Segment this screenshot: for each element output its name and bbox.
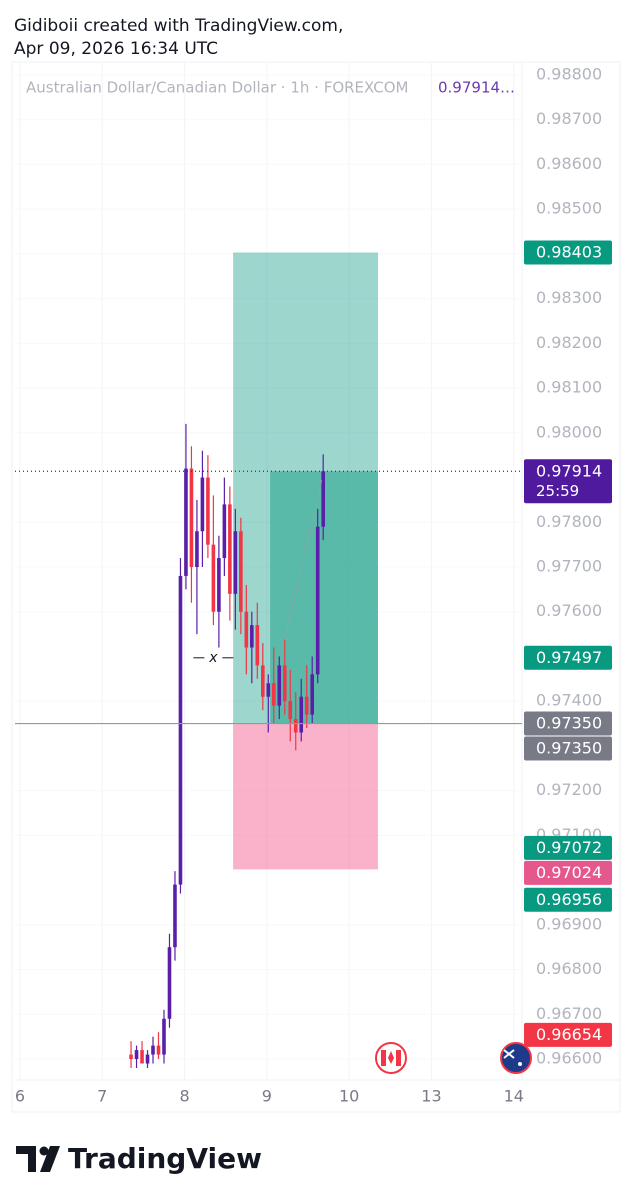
candle-body	[310, 674, 315, 715]
candle-body	[145, 1054, 150, 1064]
candle-body	[282, 665, 287, 702]
price-badge	[524, 887, 612, 912]
candle-body	[304, 696, 309, 715]
candle-body	[321, 471, 325, 527]
y-tick-label: 0.98600	[536, 154, 602, 173]
price-badge-label: 0.97350	[536, 739, 602, 758]
price-badge-label: 0.97072	[536, 838, 602, 857]
y-tick-label: 0.97800	[536, 512, 602, 531]
candle-body	[173, 884, 177, 948]
candle-body	[162, 1018, 166, 1055]
x-tick-label: 14	[504, 1087, 524, 1106]
legend-title: Australian Dollar/Canadian Dollar · 1h ·…	[26, 79, 408, 97]
price-badge-label: 0.97497	[536, 648, 602, 667]
price-badge-label: 0.97350	[536, 714, 602, 733]
price-badge-label: 0.98403	[536, 243, 602, 262]
candle-body	[233, 531, 238, 594]
price-badge	[524, 711, 612, 736]
chart-frame	[11, 61, 621, 1113]
header-line: Gidiboii created with TradingView.com,	[14, 16, 343, 36]
x-tick-label: 6	[15, 1087, 25, 1106]
candle-body	[293, 719, 298, 733]
y-tick-label: 0.98000	[536, 422, 602, 441]
y-tick-label: 0.98500	[536, 199, 602, 218]
price-badge	[524, 860, 612, 885]
candle-body	[299, 696, 304, 733]
x-tick-label: 7	[97, 1087, 107, 1106]
candle-body	[184, 468, 188, 576]
candle-body	[217, 558, 221, 612]
candle-body	[200, 477, 205, 532]
candle-body	[189, 468, 194, 567]
candle-body	[134, 1050, 139, 1060]
y-tick-label: 0.96900	[536, 914, 602, 933]
y-tick-label: 0.98200	[536, 333, 602, 352]
candle-body	[288, 701, 293, 720]
candle-body	[239, 531, 243, 612]
brand-name: TradingView	[68, 1142, 262, 1175]
candle-body	[315, 526, 320, 675]
plot: 6 7 8 9 10 13 14 0.98800 0.98700 0.98600 0.98500 0.…	[15, 62, 620, 1106]
flag-au	[500, 1042, 532, 1074]
price-badge	[524, 240, 612, 265]
candle-body	[178, 575, 183, 885]
candle-body	[228, 504, 232, 594]
stop-zone	[233, 723, 378, 870]
candle-body	[211, 544, 216, 612]
candle-body	[151, 1045, 155, 1055]
candle-body	[195, 531, 199, 567]
y-tick-label: 0.98700	[536, 109, 602, 128]
candle-body	[222, 504, 227, 559]
x-tick-label: 13	[421, 1087, 441, 1106]
candle-body	[206, 477, 210, 545]
y-tick-label: 0.98300	[536, 288, 602, 307]
x-tick-label: 9	[262, 1087, 272, 1106]
y-tick-label: 0.98800	[536, 64, 602, 83]
y-tick-label: 0.96700	[536, 1004, 602, 1023]
x-tick-label: 10	[339, 1087, 359, 1106]
candle-body	[255, 625, 260, 666]
candle-body	[277, 665, 282, 706]
candle-body	[129, 1054, 133, 1060]
legend-last: 0.97914…	[438, 79, 515, 97]
candle-body	[140, 1050, 144, 1064]
candle-body	[250, 625, 254, 648]
y-tick-label: 0.97600	[536, 601, 602, 620]
price-badge-label: 0.96956	[536, 890, 602, 909]
projection-line	[284, 477, 323, 641]
header-line: Apr 09, 2026 16:34 UTC	[14, 39, 218, 59]
price-badge	[524, 645, 612, 670]
price-badge	[524, 736, 612, 761]
y-tick-label: 0.97400	[536, 691, 602, 710]
price-badge-label: 0.97024	[536, 863, 602, 882]
y-tick-label: 0.96800	[536, 959, 602, 978]
x-tick-label: 8	[179, 1087, 189, 1106]
candle-body	[266, 683, 271, 697]
candle-body	[261, 665, 265, 697]
y-tick-label: 0.97200	[536, 780, 602, 799]
y-tick-label: 0.98100	[536, 378, 602, 397]
price-badge	[524, 835, 612, 860]
y-tick-label: 0.96600	[536, 1049, 602, 1068]
candle-body	[167, 947, 172, 1019]
candle-body	[271, 683, 276, 706]
marker-label: x	[208, 650, 218, 666]
candle-body	[244, 611, 249, 648]
countdown: 25:59	[536, 482, 579, 500]
price-badge-label: 0.97914	[536, 461, 602, 480]
candle-body	[156, 1045, 161, 1055]
brand-logo	[16, 1146, 60, 1172]
flag-ca	[375, 1042, 407, 1074]
price-badge	[524, 1022, 612, 1047]
price-badge	[524, 459, 612, 504]
price-badge-label: 0.96654	[536, 1025, 602, 1044]
y-tick-label: 0.97700	[536, 557, 602, 576]
